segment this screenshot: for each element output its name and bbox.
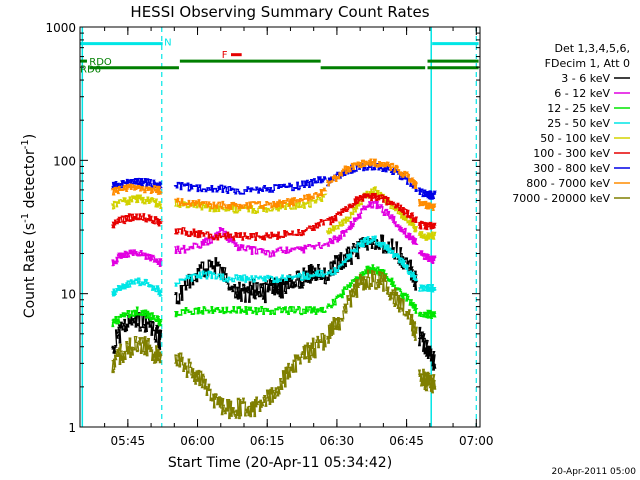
series-line-6-seg-1 <box>173 176 327 195</box>
chart-title: HESSI Observing Summary Count Rates <box>130 3 429 21</box>
series-line-0-seg-0 <box>110 310 163 354</box>
x-tick-label-5: 07:00 <box>459 434 494 448</box>
series-line-2-seg-2 <box>326 264 419 314</box>
y-tick-label-3: 1000 <box>45 21 76 35</box>
series-line-4-seg-2 <box>325 186 419 235</box>
series-line-8-seg-0 <box>111 335 163 374</box>
series-line-3-seg-0 <box>111 277 163 297</box>
series-line-7-seg-0 <box>110 183 163 196</box>
y-axis-label: Count Rate (s-1 detector-1) <box>20 134 38 318</box>
x-tick-label-3: 06:30 <box>320 434 355 448</box>
series-line-8-seg-2 <box>326 269 418 344</box>
series-line-0-seg-2 <box>326 234 419 291</box>
legend-title-line-1: FDecim 1, Att 0 <box>545 57 630 70</box>
plot-frame <box>79 26 481 428</box>
series-line-1-seg-0 <box>111 249 164 267</box>
flag-label-rdo: RDO <box>89 57 112 68</box>
series-line-3-seg-1 <box>174 269 327 287</box>
series-line-8-seg-3 <box>417 368 437 394</box>
series-line-5-seg-2 <box>326 192 418 226</box>
series-line-3-seg-3 <box>418 284 437 293</box>
series-line-2-seg-0 <box>111 306 163 328</box>
legend-label-8: 7000 - 20000 keV <box>512 192 610 205</box>
legend-title-line-0: Det 1,3,4,5,6, <box>554 42 630 55</box>
legend: Det 1,3,4,5,6, FDecim 1, Att 0 3 - 6 keV 6 … <box>512 42 630 205</box>
series-line-7-seg-1 <box>174 187 328 210</box>
series-line-1-seg-3 <box>417 250 437 264</box>
series-line-8-seg-1 <box>174 332 327 420</box>
legend-label-7: 800 - 7000 keV <box>526 177 610 190</box>
x-axis-label: Start Time (20-Apr-11 05:34:42) <box>168 455 392 471</box>
x-tick-label-4: 06:45 <box>389 434 424 448</box>
series-line-4-seg-3 <box>417 231 437 241</box>
legend-label-6: 300 - 800 keV <box>533 162 610 175</box>
series-line-5-seg-3 <box>417 220 437 231</box>
series-line-5-seg-0 <box>111 213 164 229</box>
series-line-0-seg-3 <box>417 326 437 371</box>
series-line-6-seg-3 <box>417 187 437 200</box>
x-tick-label-0: 05:45 <box>111 434 146 448</box>
flag-label-f: F <box>222 50 228 61</box>
x-tick-label-2: 06:15 <box>250 434 285 448</box>
series-line-2-seg-1 <box>174 306 328 318</box>
series-line-1-seg-1 <box>174 226 327 258</box>
series-line-2-seg-3 <box>417 309 437 320</box>
legend-label-4: 50 - 100 keV <box>540 132 610 145</box>
series-line-7-seg-3 <box>417 199 437 212</box>
y-tick-label-0: 1 <box>68 421 76 435</box>
legend-label-0: 3 - 6 keV <box>561 72 610 85</box>
legend-label-2: 12 - 25 keV <box>547 102 610 115</box>
series-line-1-seg-2 <box>325 200 419 247</box>
flag-label-n: N <box>164 37 171 48</box>
legend-label-5: 100 - 300 keV <box>533 147 610 160</box>
legend-label-3: 25 - 50 keV <box>547 117 610 130</box>
footer-timestamp: 20-Apr-2011 05:00 <box>552 467 637 477</box>
series-line-3-seg-2 <box>326 235 419 282</box>
x-tick-label-1: 06:00 <box>180 434 215 448</box>
series-line-4-seg-0 <box>110 194 163 210</box>
series-line-7-seg-2 <box>326 158 419 189</box>
series-line-5-seg-1 <box>174 218 328 241</box>
y-tick-label-1: 10 <box>61 288 76 302</box>
legend-label-1: 6 - 12 keV <box>554 87 610 100</box>
y-tick-label-2: 100 <box>53 154 76 168</box>
flag-label-rd6: RD6 <box>80 64 101 75</box>
